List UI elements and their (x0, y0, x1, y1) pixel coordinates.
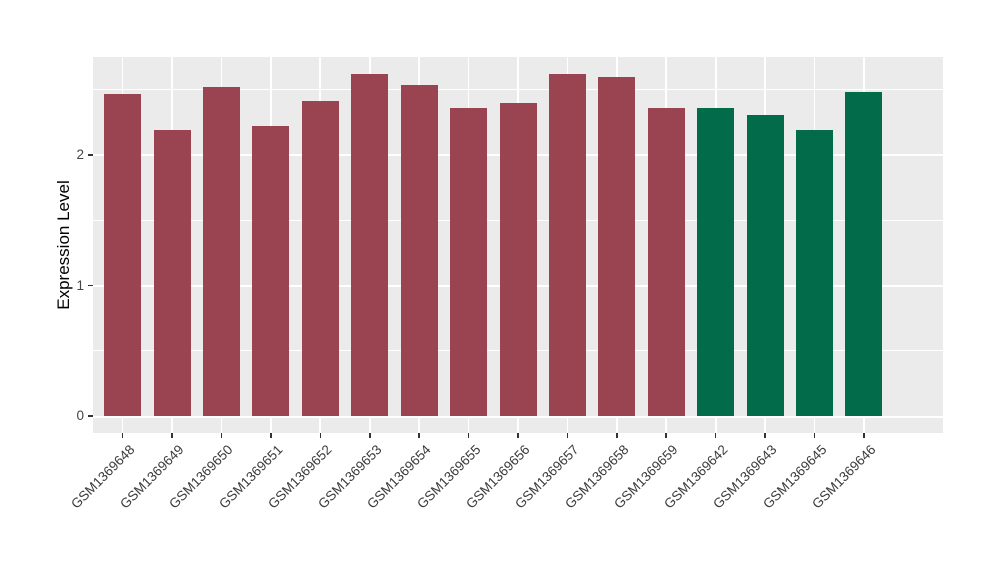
x-tick-mark (171, 433, 173, 438)
bar-GSM1369659 (647, 108, 685, 416)
x-tick-mark (566, 433, 569, 438)
x-tick-mark (121, 433, 124, 438)
x-tick-mark (418, 433, 420, 438)
bar-GSM1369652 (301, 101, 339, 416)
y-tick-mark (88, 284, 93, 287)
bar-GSM1369651 (252, 126, 290, 416)
bar-GSM1369658 (598, 76, 636, 416)
y-tick-mark (88, 415, 93, 417)
bar-GSM1369648 (104, 93, 142, 416)
bar-GSM1369653 (351, 74, 389, 416)
bar-GSM1369654 (400, 84, 438, 416)
bar-GSM1369657 (548, 74, 586, 416)
bar-GSM1369650 (202, 87, 240, 416)
x-tick-mark (368, 433, 371, 438)
bar-GSM1369646 (845, 92, 883, 416)
x-tick-mark (270, 433, 272, 438)
y-tick-label: 1 (76, 277, 84, 293)
bar-GSM1369643 (746, 114, 784, 416)
x-tick-mark (220, 433, 223, 438)
bar-GSM1369649 (153, 130, 191, 416)
x-tick-mark (714, 433, 717, 438)
y-tick-label: 0 (76, 408, 84, 423)
y-tick-mark (88, 154, 93, 156)
bar-GSM1369645 (796, 130, 833, 416)
x-tick-mark (665, 433, 668, 438)
x-tick-mark (319, 433, 322, 438)
bar-GSM1369656 (499, 102, 537, 416)
x-tick-mark (616, 433, 618, 438)
x-tick-mark (467, 433, 470, 438)
bar-GSM1369655 (450, 108, 488, 416)
bar-GSM1369642 (697, 108, 735, 416)
y-tick-label: 2 (76, 147, 84, 162)
x-tick-mark (863, 433, 865, 438)
x-tick-mark (517, 433, 519, 438)
x-tick-mark (813, 433, 816, 438)
x-tick-mark (764, 433, 766, 438)
